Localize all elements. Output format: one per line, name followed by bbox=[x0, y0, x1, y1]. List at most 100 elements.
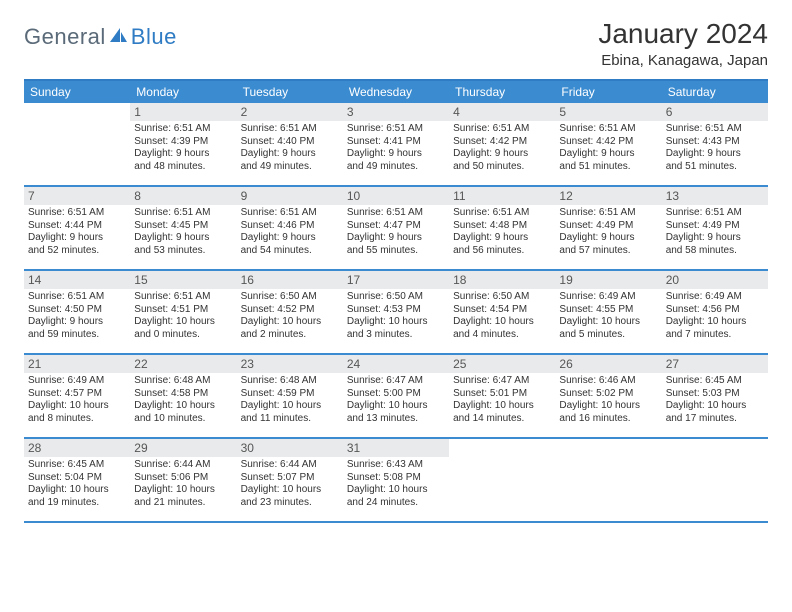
day-cell: 24 Sunrise: 6:47 AMSunset: 5:00 PMDayligh… bbox=[343, 355, 449, 437]
day-number: 28 bbox=[24, 439, 130, 457]
dow-friday: Friday bbox=[555, 81, 661, 103]
day-info: Sunrise: 6:51 AMSunset: 4:51 PMDaylight:… bbox=[134, 291, 232, 341]
day-number: 9 bbox=[237, 187, 343, 205]
day-number: 2 bbox=[237, 103, 343, 121]
day-number: 4 bbox=[449, 103, 555, 121]
day-info: Sunrise: 6:51 AMSunset: 4:48 PMDaylight:… bbox=[453, 207, 551, 257]
logo-word-2: Blue bbox=[131, 24, 177, 50]
day-number: 30 bbox=[237, 439, 343, 457]
day-info: Sunrise: 6:51 AMSunset: 4:41 PMDaylight:… bbox=[347, 123, 445, 173]
day-cell: 25 Sunrise: 6:47 AMSunset: 5:01 PMDayligh… bbox=[449, 355, 555, 437]
day-cell: 28 Sunrise: 6:45 AMSunset: 5:04 PMDayligh… bbox=[24, 439, 130, 521]
day-cell: . bbox=[662, 439, 768, 521]
day-info: Sunrise: 6:50 AMSunset: 4:53 PMDaylight:… bbox=[347, 291, 445, 341]
logo-sail-icon bbox=[108, 26, 128, 49]
day-cell: 8 Sunrise: 6:51 AMSunset: 4:45 PMDaylight… bbox=[130, 187, 236, 269]
day-cell: 6 Sunrise: 6:51 AMSunset: 4:43 PMDaylight… bbox=[662, 103, 768, 185]
day-number: 17 bbox=[343, 271, 449, 289]
day-cell: 19 Sunrise: 6:49 AMSunset: 4:55 PMDayligh… bbox=[555, 271, 661, 353]
day-number: 29 bbox=[130, 439, 236, 457]
day-info: Sunrise: 6:51 AMSunset: 4:44 PMDaylight:… bbox=[28, 207, 126, 257]
day-cell: 5 Sunrise: 6:51 AMSunset: 4:42 PMDaylight… bbox=[555, 103, 661, 185]
week-row: 14 Sunrise: 6:51 AMSunset: 4:50 PMDayligh… bbox=[24, 271, 768, 355]
day-cell: 22Sunrise: 6:48 AMSunset: 4:58 PMDayligh… bbox=[130, 355, 236, 437]
day-cell: 31Sunrise: 6:43 AMSunset: 5:08 PMDayligh… bbox=[343, 439, 449, 521]
day-cell: 18 Sunrise: 6:50 AMSunset: 4:54 PMDayligh… bbox=[449, 271, 555, 353]
day-cell: 21 Sunrise: 6:49 AMSunset: 4:57 PMDayligh… bbox=[24, 355, 130, 437]
day-cell: 9 Sunrise: 6:51 AMSunset: 4:46 PMDaylight… bbox=[237, 187, 343, 269]
day-info: Sunrise: 6:49 AMSunset: 4:57 PMDaylight:… bbox=[28, 375, 126, 425]
day-number: 8 bbox=[130, 187, 236, 205]
day-cell: 14 Sunrise: 6:51 AMSunset: 4:50 PMDayligh… bbox=[24, 271, 130, 353]
day-info: Sunrise: 6:51 AMSunset: 4:47 PMDaylight:… bbox=[347, 207, 445, 257]
week-row: 28 Sunrise: 6:45 AMSunset: 5:04 PMDayligh… bbox=[24, 439, 768, 523]
day-info: Sunrise: 6:51 AMSunset: 4:46 PMDaylight:… bbox=[241, 207, 339, 257]
day-info: Sunrise: 6:51 AMSunset: 4:42 PMDaylight:… bbox=[559, 123, 657, 173]
day-info: Sunrise: 6:50 AMSunset: 4:52 PMDaylight:… bbox=[241, 291, 339, 341]
day-number: 24 bbox=[343, 355, 449, 373]
day-number: 5 bbox=[555, 103, 661, 121]
day-info: Sunrise: 6:51 AMSunset: 4:40 PMDaylight:… bbox=[241, 123, 339, 173]
day-cell: 26 Sunrise: 6:46 AMSunset: 5:02 PMDayligh… bbox=[555, 355, 661, 437]
day-info: Sunrise: 6:51 AMSunset: 4:49 PMDaylight:… bbox=[559, 207, 657, 257]
day-cell: 10Sunrise: 6:51 AMSunset: 4:47 PMDayligh… bbox=[343, 187, 449, 269]
week-row: 21 Sunrise: 6:49 AMSunset: 4:57 PMDayligh… bbox=[24, 355, 768, 439]
day-number: 18 bbox=[449, 271, 555, 289]
day-cell: 20 Sunrise: 6:49 AMSunset: 4:56 PMDayligh… bbox=[662, 271, 768, 353]
day-info: Sunrise: 6:49 AMSunset: 4:56 PMDaylight:… bbox=[666, 291, 764, 341]
day-number: 11 bbox=[449, 187, 555, 205]
day-number: 13 bbox=[662, 187, 768, 205]
month-title: January 2024 bbox=[598, 18, 768, 50]
day-cell: . bbox=[24, 103, 130, 185]
day-info: Sunrise: 6:44 AMSunset: 5:07 PMDaylight:… bbox=[241, 459, 339, 509]
day-cell: 4 Sunrise: 6:51 AMSunset: 4:42 PMDaylight… bbox=[449, 103, 555, 185]
day-number: 25 bbox=[449, 355, 555, 373]
day-info: Sunrise: 6:51 AMSunset: 4:39 PMDaylight:… bbox=[134, 123, 232, 173]
day-cell: 2 Sunrise: 6:51 AMSunset: 4:40 PMDaylight… bbox=[237, 103, 343, 185]
day-number: 31 bbox=[343, 439, 449, 457]
day-number: 14 bbox=[24, 271, 130, 289]
day-info: Sunrise: 6:51 AMSunset: 4:45 PMDaylight:… bbox=[134, 207, 232, 257]
day-cell: 15 Sunrise: 6:51 AMSunset: 4:51 PMDayligh… bbox=[130, 271, 236, 353]
day-info: Sunrise: 6:45 AMSunset: 5:04 PMDaylight:… bbox=[28, 459, 126, 509]
dow-saturday: Saturday bbox=[662, 81, 768, 103]
dow-wednesday: Wednesday bbox=[343, 81, 449, 103]
day-cell: 23 Sunrise: 6:48 AMSunset: 4:59 PMDayligh… bbox=[237, 355, 343, 437]
day-info: Sunrise: 6:51 AMSunset: 4:50 PMDaylight:… bbox=[28, 291, 126, 341]
day-number: 15 bbox=[130, 271, 236, 289]
title-block: January 2024 Ebina, Kanagawa, Japan bbox=[598, 18, 768, 69]
day-cell: 12Sunrise: 6:51 AMSunset: 4:49 PMDayligh… bbox=[555, 187, 661, 269]
day-cell: . bbox=[555, 439, 661, 521]
day-cell: 30 Sunrise: 6:44 AMSunset: 5:07 PMDayligh… bbox=[237, 439, 343, 521]
day-number: 6 bbox=[662, 103, 768, 121]
dow-thursday: Thursday bbox=[449, 81, 555, 103]
day-number: 20 bbox=[662, 271, 768, 289]
calendar: SundayMondayTuesdayWednesdayThursdayFrid… bbox=[24, 79, 768, 523]
day-info: Sunrise: 6:47 AMSunset: 5:01 PMDaylight:… bbox=[453, 375, 551, 425]
dow-sunday: Sunday bbox=[24, 81, 130, 103]
day-cell: 17 Sunrise: 6:50 AMSunset: 4:53 PMDayligh… bbox=[343, 271, 449, 353]
day-number: 16 bbox=[237, 271, 343, 289]
day-number: 1 bbox=[130, 103, 236, 121]
day-number: 23 bbox=[237, 355, 343, 373]
day-info: Sunrise: 6:51 AMSunset: 4:42 PMDaylight:… bbox=[453, 123, 551, 173]
day-cell: . bbox=[449, 439, 555, 521]
day-info: Sunrise: 6:47 AMSunset: 5:00 PMDaylight:… bbox=[347, 375, 445, 425]
day-cell: 27Sunrise: 6:45 AMSunset: 5:03 PMDayligh… bbox=[662, 355, 768, 437]
week-row: .1 Sunrise: 6:51 AMSunset: 4:39 PMDayligh… bbox=[24, 103, 768, 187]
day-info: Sunrise: 6:46 AMSunset: 5:02 PMDaylight:… bbox=[559, 375, 657, 425]
day-info: Sunrise: 6:51 AMSunset: 4:43 PMDaylight:… bbox=[666, 123, 764, 173]
day-info: Sunrise: 6:48 AMSunset: 4:59 PMDaylight:… bbox=[241, 375, 339, 425]
dow-row: SundayMondayTuesdayWednesdayThursdayFrid… bbox=[24, 81, 768, 103]
day-info: Sunrise: 6:49 AMSunset: 4:55 PMDaylight:… bbox=[559, 291, 657, 341]
day-cell: 29 Sunrise: 6:44 AMSunset: 5:06 PMDayligh… bbox=[130, 439, 236, 521]
day-number: 21 bbox=[24, 355, 130, 373]
day-info: Sunrise: 6:44 AMSunset: 5:06 PMDaylight:… bbox=[134, 459, 232, 509]
day-cell: 13Sunrise: 6:51 AMSunset: 4:49 PMDayligh… bbox=[662, 187, 768, 269]
day-number: 26 bbox=[555, 355, 661, 373]
day-cell: 1 Sunrise: 6:51 AMSunset: 4:39 PMDaylight… bbox=[130, 103, 236, 185]
day-info: Sunrise: 6:50 AMSunset: 4:54 PMDaylight:… bbox=[453, 291, 551, 341]
day-number: 19 bbox=[555, 271, 661, 289]
day-number: 7 bbox=[24, 187, 130, 205]
dow-monday: Monday bbox=[130, 81, 236, 103]
